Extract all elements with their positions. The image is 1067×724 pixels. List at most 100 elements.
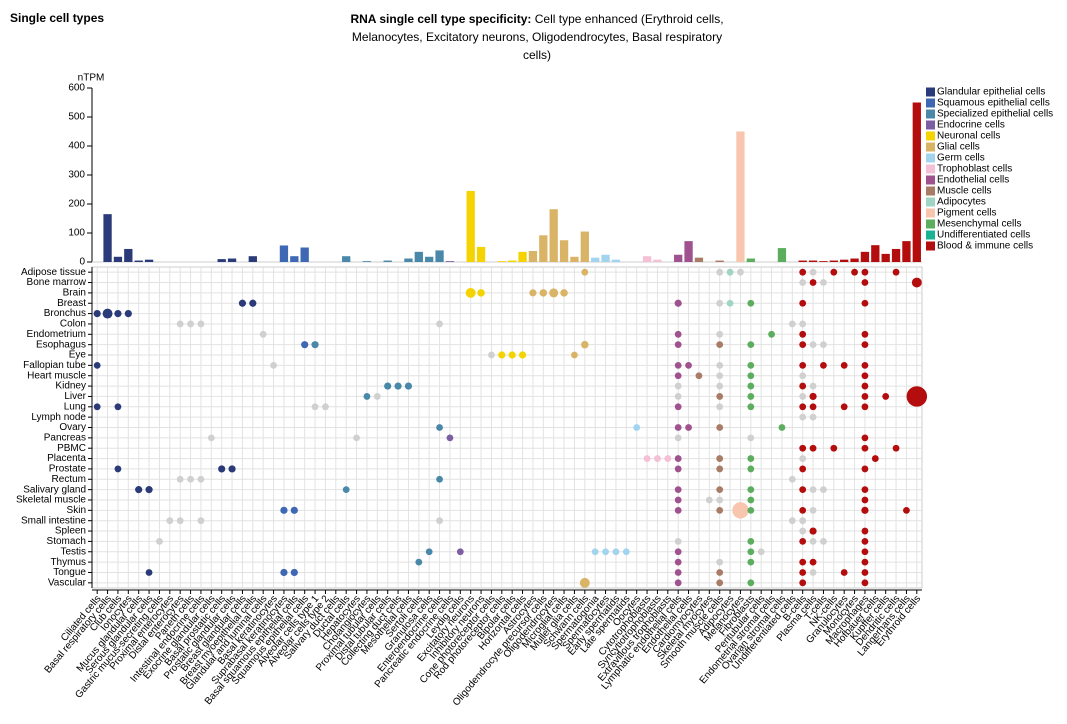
dot bbox=[726, 299, 734, 307]
dot bbox=[197, 320, 205, 328]
dot bbox=[549, 288, 559, 298]
row-label: Adipose tissue bbox=[21, 267, 86, 278]
row-label: Testis bbox=[60, 546, 86, 557]
dot bbox=[415, 558, 423, 566]
dot bbox=[861, 527, 869, 535]
bar bbox=[497, 261, 506, 262]
bar bbox=[362, 261, 372, 262]
dot bbox=[820, 361, 827, 369]
dot bbox=[695, 372, 703, 380]
dot bbox=[529, 289, 537, 297]
dot bbox=[93, 361, 101, 369]
dot bbox=[560, 289, 568, 297]
dot bbox=[114, 465, 122, 473]
bar bbox=[508, 260, 517, 262]
dot bbox=[228, 465, 236, 473]
dot bbox=[871, 455, 879, 462]
legend-label: Glandular epithelial cells bbox=[937, 87, 1045, 98]
dot bbox=[674, 330, 682, 338]
bar bbox=[840, 259, 849, 262]
dot bbox=[809, 279, 817, 286]
dot bbox=[643, 455, 651, 462]
dot bbox=[508, 351, 516, 359]
dot bbox=[404, 382, 413, 390]
dot bbox=[674, 341, 682, 349]
dot bbox=[809, 341, 817, 349]
dot bbox=[674, 506, 682, 514]
dot bbox=[747, 548, 755, 556]
dot bbox=[747, 372, 755, 380]
dot bbox=[93, 403, 101, 411]
y-tick-label: 500 bbox=[68, 112, 85, 123]
dot bbox=[861, 538, 869, 545]
dot bbox=[778, 424, 786, 431]
legend-swatch bbox=[926, 153, 935, 163]
bar bbox=[684, 241, 693, 262]
dot bbox=[903, 506, 910, 514]
dot bbox=[654, 455, 661, 462]
dot bbox=[809, 392, 817, 401]
dot bbox=[788, 517, 796, 525]
row-label: Eye bbox=[69, 350, 87, 361]
dot bbox=[799, 268, 807, 276]
legend-swatch bbox=[926, 109, 935, 119]
bar bbox=[798, 260, 807, 262]
bar bbox=[715, 260, 724, 262]
dot bbox=[882, 393, 890, 400]
dot bbox=[840, 403, 848, 411]
bar bbox=[674, 254, 683, 262]
dot bbox=[799, 517, 807, 525]
dot bbox=[674, 496, 682, 504]
dot bbox=[799, 486, 807, 494]
legend-swatch bbox=[926, 131, 935, 141]
dot bbox=[716, 465, 724, 473]
dot bbox=[820, 279, 827, 286]
row-label: Brain bbox=[63, 288, 86, 299]
dot bbox=[446, 434, 454, 442]
dot bbox=[581, 268, 589, 276]
legend-swatch bbox=[926, 164, 935, 174]
dot bbox=[716, 558, 724, 566]
row-label: Stomach bbox=[47, 536, 86, 547]
dot bbox=[674, 465, 682, 473]
dot bbox=[747, 538, 755, 545]
dot bbox=[674, 299, 682, 307]
dot bbox=[861, 330, 869, 338]
bar bbox=[290, 256, 299, 262]
dot bbox=[861, 558, 869, 566]
bar bbox=[549, 209, 558, 262]
dot bbox=[664, 455, 672, 462]
bar bbox=[591, 257, 600, 262]
dot bbox=[892, 444, 900, 452]
dot bbox=[579, 577, 590, 588]
dot bbox=[716, 455, 724, 462]
bar bbox=[694, 257, 704, 262]
bar bbox=[435, 250, 444, 262]
dot bbox=[799, 465, 807, 473]
dot bbox=[249, 299, 257, 307]
bar bbox=[902, 241, 911, 262]
dot bbox=[799, 558, 807, 566]
dot bbox=[498, 351, 506, 359]
dot bbox=[290, 506, 298, 514]
row-label: Placenta bbox=[47, 453, 86, 464]
y-tick-label: 600 bbox=[68, 83, 85, 94]
y-axis-label: nTPM bbox=[78, 73, 105, 84]
dot bbox=[685, 361, 692, 369]
dot bbox=[747, 455, 755, 462]
dot bbox=[716, 486, 724, 494]
bar bbox=[808, 260, 818, 262]
legend-swatch bbox=[926, 87, 935, 97]
legend-label: Specialized epithelial cells bbox=[937, 109, 1053, 120]
dot bbox=[799, 455, 807, 462]
dot bbox=[861, 361, 869, 369]
chart-subtitle: Cell type enhanced (Erythroid cells, Mel… bbox=[351, 12, 724, 62]
dot bbox=[809, 486, 817, 494]
dot bbox=[747, 434, 755, 442]
dot bbox=[799, 538, 807, 545]
dot bbox=[861, 579, 869, 587]
dot bbox=[799, 279, 807, 286]
dot bbox=[861, 372, 869, 380]
row-label: Pancreas bbox=[44, 432, 86, 443]
bar bbox=[518, 251, 527, 262]
